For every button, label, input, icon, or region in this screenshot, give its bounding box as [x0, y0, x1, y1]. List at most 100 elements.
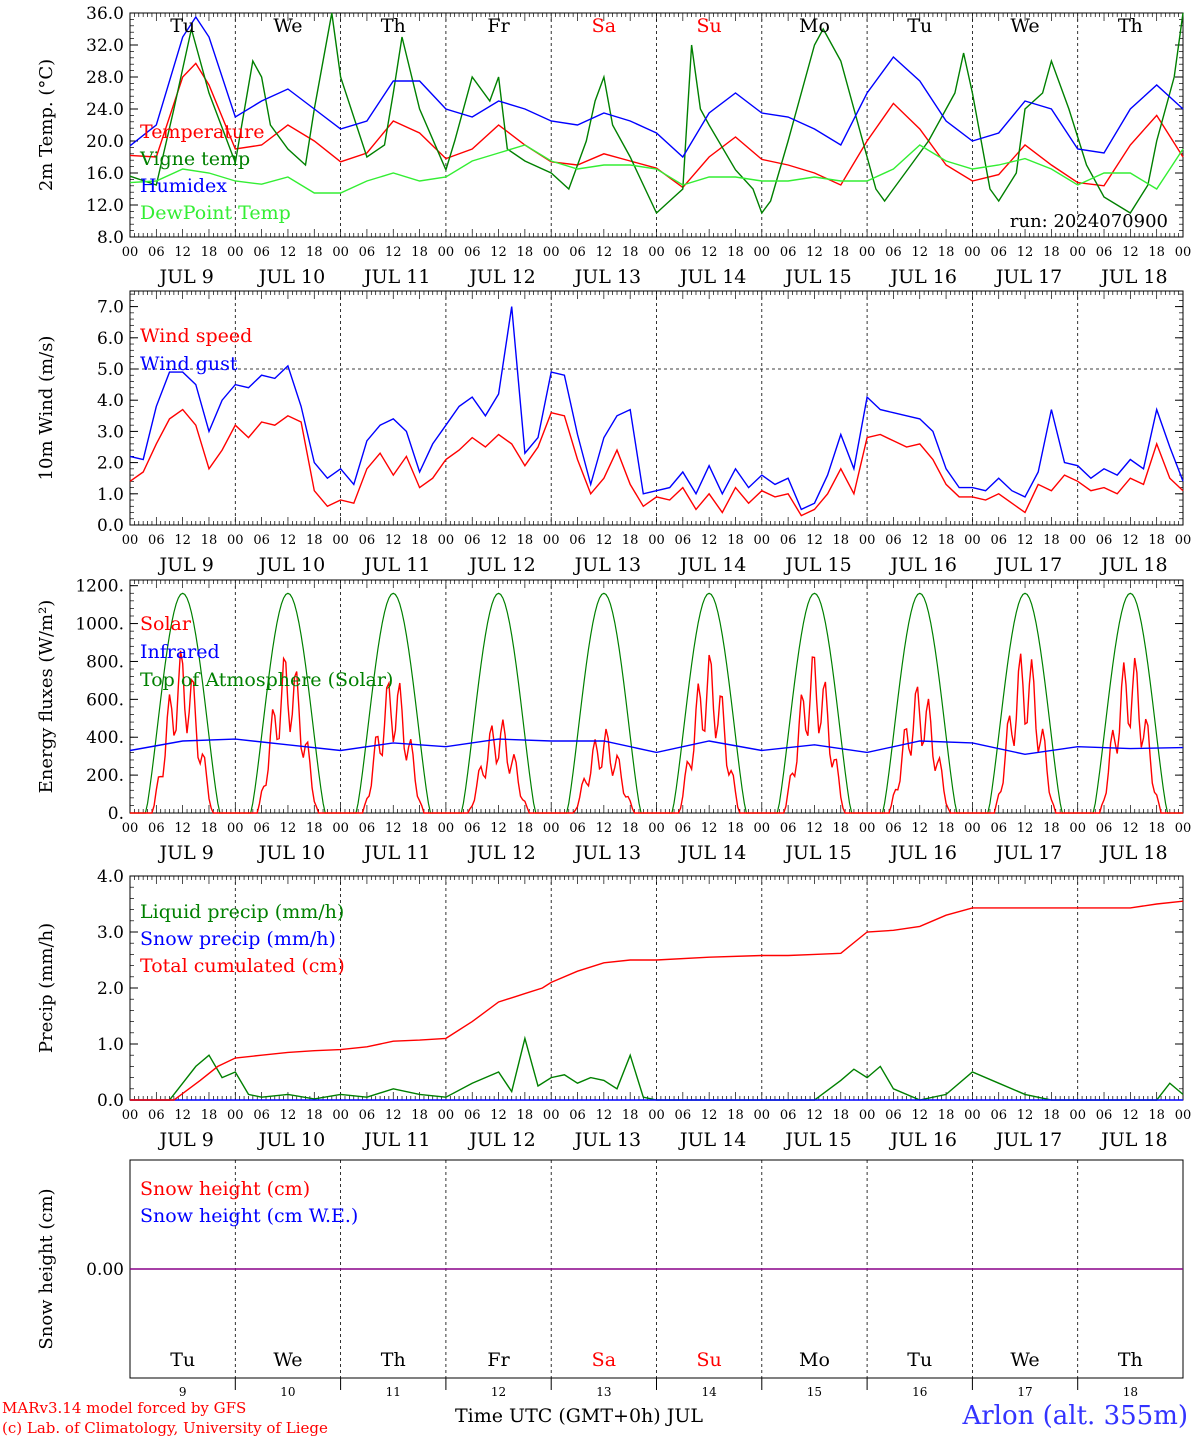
x-date-label: JUL 13 — [573, 1129, 641, 1151]
day-name-label: Tu — [170, 1349, 195, 1371]
x-hour-label: 06 — [569, 533, 586, 548]
lab-credit: (c) Lab. of Climatology, University of L… — [2, 1419, 328, 1437]
x-hour-label: 18 — [411, 1108, 428, 1123]
day-number-label: 16 — [912, 1385, 927, 1399]
x-hour-label: 06 — [148, 1108, 165, 1123]
x-hour-label: 06 — [885, 533, 902, 548]
y-tick-label: 0.0 — [97, 516, 124, 536]
x-hour-label: 18 — [201, 1108, 218, 1123]
x-date-label: JUL 10 — [257, 842, 325, 864]
x-date-label: JUL 11 — [362, 554, 430, 576]
day-name-label: Fr — [487, 1349, 510, 1371]
legend-entry: Top of Atmosphere (Solar) — [140, 669, 393, 691]
temp-series-1 — [129, 12, 1184, 215]
x-hour-label: 18 — [517, 1108, 534, 1123]
y-tick-label: 24.0 — [86, 100, 124, 120]
y-tick-label: 36.0 — [86, 4, 124, 24]
day-name-label: We — [1010, 1349, 1039, 1371]
x-hour-label: 18 — [938, 245, 955, 260]
day-name-label: Th — [1118, 15, 1143, 37]
x-date-label: JUL 14 — [678, 266, 746, 288]
day-name-label: Sa — [592, 15, 616, 37]
x-date-label: JUL 12 — [467, 842, 535, 864]
y-axis-label: Snow height (cm) — [36, 1188, 57, 1349]
day-name-label: Su — [697, 1349, 722, 1371]
x-date-label: JUL 17 — [994, 266, 1062, 288]
day-name-label: We — [273, 15, 302, 37]
x-date-label: JUL 12 — [467, 1129, 535, 1151]
temp-series-3 — [129, 144, 1184, 194]
x-date-label: JUL 13 — [573, 554, 641, 576]
x-hour-label: 12 — [385, 821, 402, 836]
x-hour-label: 06 — [253, 245, 270, 260]
x-date-label: JUL 14 — [678, 842, 746, 864]
x-date-label: JUL 9 — [157, 266, 213, 288]
y-tick-label: 2.0 — [97, 454, 124, 474]
model-credit: MARv3.14 model forced by GFS — [2, 1399, 247, 1417]
y-tick-label: 1.0 — [97, 485, 124, 505]
x-hour-label: 06 — [359, 245, 376, 260]
x-hour-label: 18 — [1043, 533, 1060, 548]
y-tick-label: 1200. — [75, 577, 124, 597]
x-date-label: JUL 18 — [1099, 1129, 1167, 1151]
x-date-label: JUL 11 — [362, 1129, 430, 1151]
day-number-label: 18 — [1123, 1385, 1138, 1399]
x-date-label: JUL 14 — [678, 554, 746, 576]
day-name-label: We — [273, 1349, 302, 1371]
y-tick-label: 6.0 — [97, 329, 124, 349]
x-date-label: JUL 10 — [257, 1129, 325, 1151]
x-hour-label: 18 — [306, 821, 323, 836]
x-hour-label: 06 — [675, 533, 692, 548]
day-name-label: Th — [1118, 1349, 1143, 1371]
x-hour-label: 06 — [569, 1108, 586, 1123]
x-hour-label: 12 — [701, 533, 718, 548]
x-hour-label: 00 — [1175, 821, 1192, 836]
x-hour-label: 18 — [411, 821, 428, 836]
y-tick-label: 16.0 — [86, 164, 124, 184]
x-date-label: JUL 12 — [467, 554, 535, 576]
x-date-label: JUL 17 — [994, 1129, 1062, 1151]
x-hour-label: 12 — [911, 1108, 928, 1123]
x-hour-label: 00 — [859, 821, 876, 836]
x-hour-label: 18 — [201, 245, 218, 260]
temp-series-0 — [129, 62, 1184, 189]
x-hour-label: 18 — [411, 245, 428, 260]
x-date-label: JUL 15 — [783, 1129, 851, 1151]
x-date-label: JUL 13 — [573, 266, 641, 288]
day-number-label: 12 — [491, 1385, 506, 1399]
x-hour-label: 00 — [754, 1108, 771, 1123]
x-hour-label: 12 — [280, 245, 297, 260]
x-hour-label: 12 — [174, 245, 191, 260]
x-hour-label: 06 — [780, 533, 797, 548]
x-hour-label: 18 — [622, 245, 639, 260]
x-hour-label: 06 — [990, 533, 1007, 548]
x-date-label: JUL 17 — [994, 842, 1062, 864]
x-hour-label: 18 — [938, 821, 955, 836]
y-tick-label: 7.0 — [97, 298, 124, 318]
y-tick-label: 0.0 — [97, 1091, 124, 1111]
x-hour-label: 00 — [1069, 1108, 1086, 1123]
day-name-label: Mo — [799, 1349, 830, 1371]
y-tick-label: 32.0 — [86, 36, 124, 56]
x-hour-label: 12 — [701, 1108, 718, 1123]
precip-series-0 — [130, 1035, 1184, 1101]
x-hour-label: 00 — [859, 1108, 876, 1123]
x-hour-label: 06 — [253, 821, 270, 836]
x-hour-label: 18 — [833, 821, 850, 836]
x-hour-label: 18 — [201, 821, 218, 836]
x-hour-label: 00 — [227, 821, 244, 836]
x-hour-label: 06 — [990, 1108, 1007, 1123]
x-date-label: JUL 16 — [889, 554, 957, 576]
day-number-label: 15 — [807, 1385, 822, 1399]
y-tick-label: 5.0 — [97, 360, 124, 380]
x-hour-label: 00 — [543, 533, 560, 548]
x-hour-label: 18 — [1043, 821, 1060, 836]
x-hour-label: 00 — [754, 533, 771, 548]
run-label: run: 2024070900 — [1010, 211, 1168, 232]
x-hour-label: 00 — [227, 1108, 244, 1123]
y-tick-label: 3.0 — [97, 923, 124, 943]
y-tick-label: 8.0 — [97, 228, 124, 248]
day-number-label: 17 — [1017, 1385, 1032, 1399]
x-hour-label: 00 — [964, 821, 981, 836]
legend-entry: Temperature — [140, 121, 264, 143]
